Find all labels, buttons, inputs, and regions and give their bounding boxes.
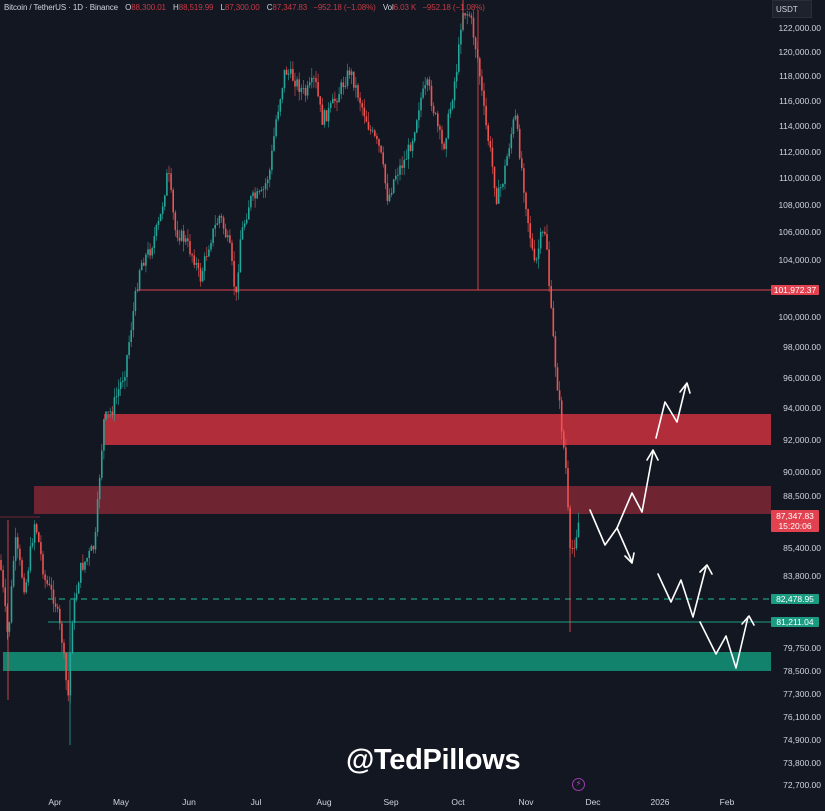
- close-value: 87,347.83: [272, 3, 308, 12]
- current-price-tag: 87,347.83 15:20:06: [771, 510, 819, 532]
- high-value: 88,519.99: [178, 3, 214, 12]
- price-tick: 112,000.00: [779, 147, 821, 157]
- low-value: 87,300.00: [224, 3, 260, 12]
- volume-change: −952.18 (−1.08%): [422, 3, 485, 12]
- resistance-price-tag: 101,972.37: [771, 285, 819, 295]
- time-tick: Sep: [383, 797, 399, 807]
- price-tick: 122,000.00: [778, 23, 821, 33]
- price-tick: 88,500.00: [783, 491, 821, 501]
- price-tick: 92,000.00: [783, 435, 821, 445]
- price-tick: 76,100.00: [783, 712, 821, 722]
- volume-value: 6.03 K: [393, 3, 417, 12]
- price-tick: 120,000.00: [778, 47, 821, 57]
- time-tick: Oct: [451, 797, 465, 807]
- price-tick: 110,000.00: [779, 173, 821, 183]
- price-tick: 96,000.00: [783, 373, 821, 383]
- bar-countdown: 15:20:06: [778, 521, 812, 531]
- projection-arrows: [589, 382, 755, 669]
- time-tick: May: [112, 797, 130, 807]
- price-tick: 72,700.00: [783, 780, 821, 790]
- upper-resistance-zone[interactable]: [104, 414, 771, 445]
- price-tick: 100,000.00: [778, 312, 821, 322]
- price-tick: 114,000.00: [779, 121, 821, 131]
- price-tick: 98,000.00: [783, 342, 821, 352]
- time-tick: Jun: [182, 797, 196, 807]
- watermark: @TedPillows: [346, 744, 521, 776]
- price-tick: 74,900.00: [783, 735, 821, 745]
- price-tick: 108,000.00: [778, 200, 821, 210]
- time-tick: Feb: [719, 797, 735, 807]
- price-tick: 104,000.00: [778, 255, 821, 265]
- currency-unit-button[interactable]: USDT: [772, 0, 812, 18]
- time-tick: Jul: [250, 797, 262, 807]
- lightning-icon[interactable]: ⚡: [572, 778, 585, 791]
- price-tick: 83,800.00: [783, 571, 821, 581]
- time-tick: 2026: [650, 797, 670, 807]
- time-tick: Apr: [48, 797, 62, 807]
- price-tick: 85,400.00: [783, 543, 821, 553]
- time-tick: Nov: [518, 797, 534, 807]
- ohlc-legend: Bitcoin / TetherUS · 1D · Binance O88,30…: [4, 3, 485, 12]
- price-tick: 106,000.00: [778, 227, 821, 237]
- dashed-support-price-tag: 82,478.95: [771, 594, 819, 604]
- price-tick: 116,000.00: [779, 96, 821, 106]
- change-value: −952.18 (−1.08%): [313, 3, 376, 12]
- price-tick: 94,000.00: [783, 403, 821, 413]
- price-tick: 78,500.00: [783, 666, 821, 676]
- support-price-tag: 81,211.04: [771, 617, 819, 627]
- price-tick: 118,000.00: [779, 71, 821, 81]
- candles: [0, 0, 580, 745]
- support-zone[interactable]: [3, 652, 771, 671]
- open-value: 88,300.01: [131, 3, 166, 12]
- price-tick: 79,750.00: [783, 643, 821, 653]
- current-price: 87,347.83: [776, 511, 814, 521]
- time-tick: Dec: [585, 797, 601, 807]
- lower-resistance-zone[interactable]: [34, 486, 771, 514]
- price-tick: 77,300.00: [783, 689, 821, 699]
- price-tick: 73,800.00: [783, 758, 821, 768]
- symbol-title[interactable]: Bitcoin / TetherUS · 1D · Binance: [4, 3, 118, 12]
- price-tick: 90,000.00: [783, 467, 821, 477]
- time-tick: Aug: [316, 797, 332, 807]
